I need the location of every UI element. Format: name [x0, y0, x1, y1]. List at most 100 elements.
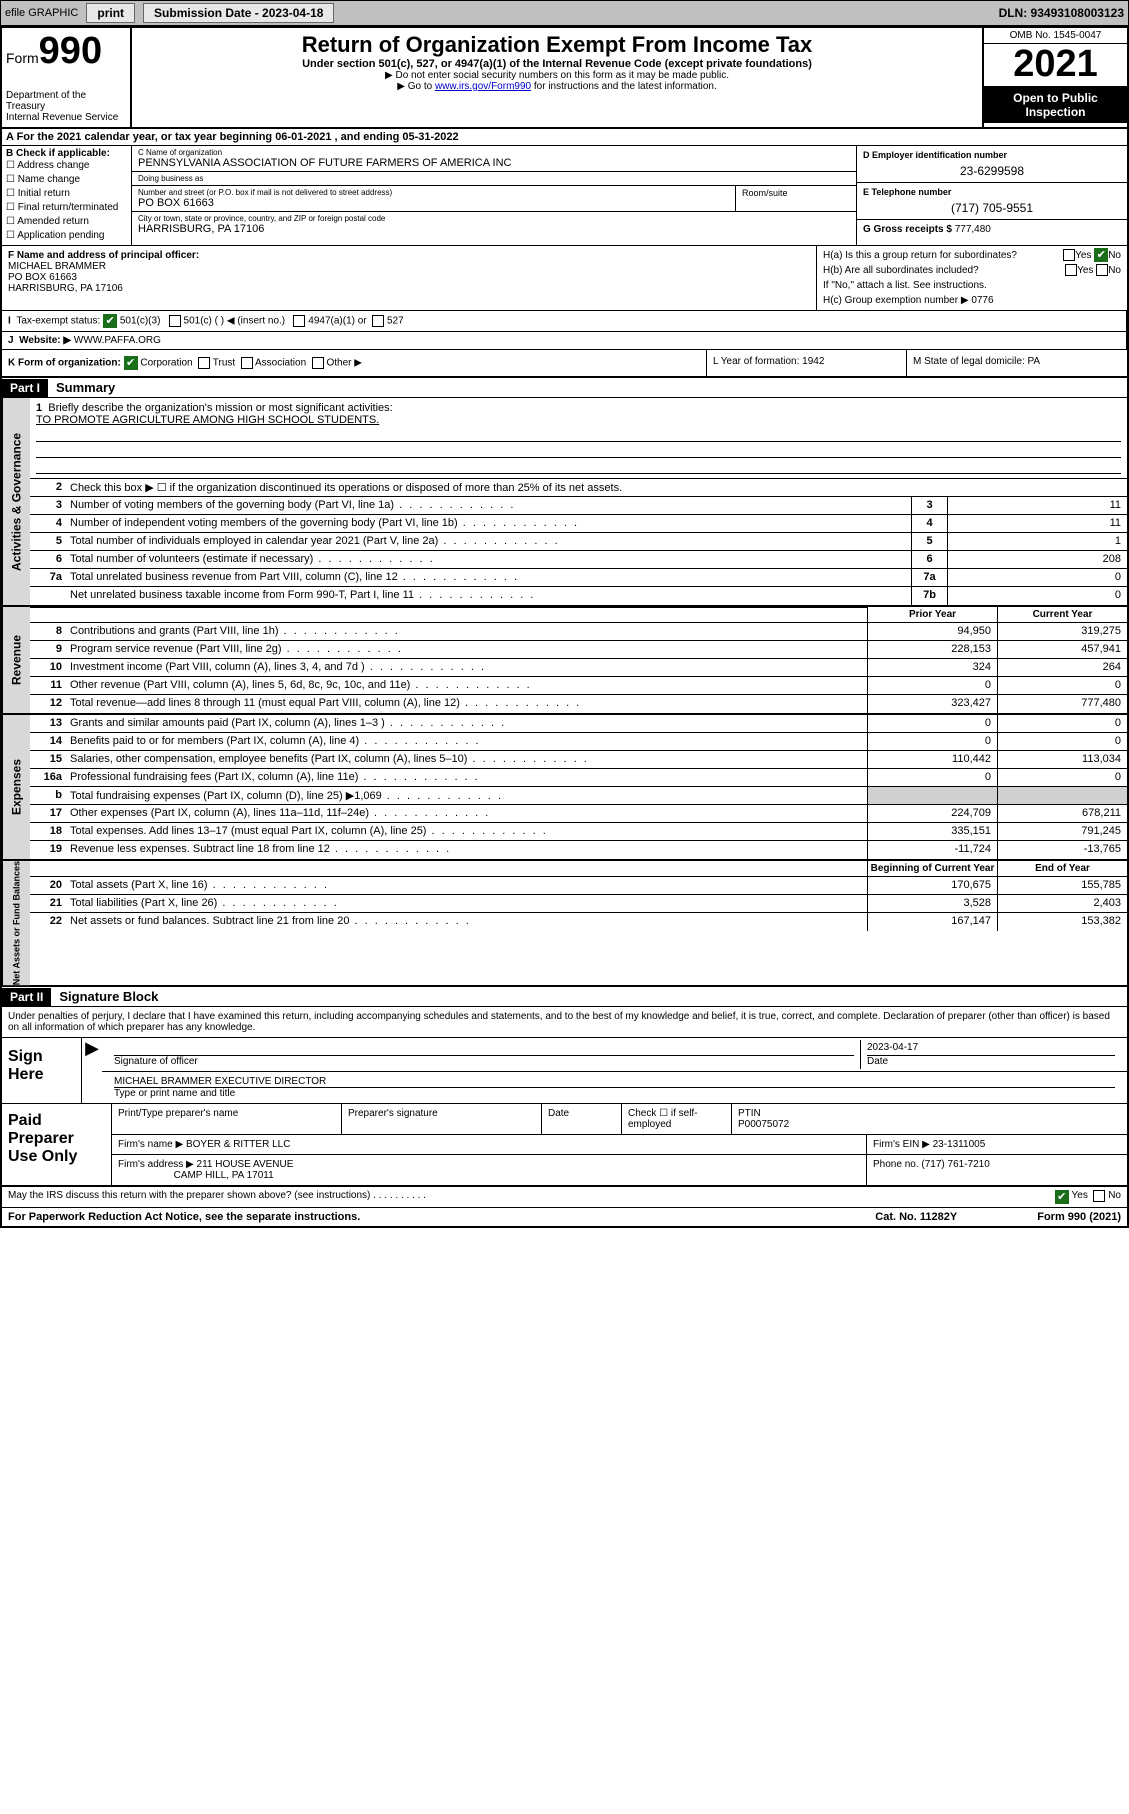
- chk-trust[interactable]: [198, 357, 210, 369]
- cat-no: Cat. No. 11282Y: [875, 1211, 957, 1223]
- box-b: B Check if applicable: Address change Na…: [2, 146, 132, 245]
- hb-note: If "No," attach a list. See instructions…: [823, 278, 1121, 293]
- ha-no-box[interactable]: ✔: [1094, 248, 1108, 262]
- hb-yes: Yes: [1077, 265, 1093, 276]
- city-value: HARRISBURG, PA 17106: [138, 223, 850, 235]
- exp-line-b: bTotal fundraising expenses (Part IX, co…: [30, 787, 1127, 805]
- col-ij: I Tax-exempt status: ✔ 501(c)(3) 501(c) …: [2, 311, 1127, 349]
- net-line-22: 22Net assets or fund balances. Subtract …: [30, 913, 1127, 931]
- part-ii-header: Part II Signature Block: [2, 987, 1127, 1007]
- opt-assoc: Association: [255, 358, 306, 369]
- q2-label: Check this box ▶ ☐ if the organization d…: [66, 479, 1127, 496]
- ha-yes-box[interactable]: [1063, 249, 1075, 261]
- discuss-label: May the IRS discuss this return with the…: [8, 1190, 1055, 1204]
- exp-line-18: 18Total expenses. Add lines 13–17 (must …: [30, 823, 1127, 841]
- firm-name: BOYER & RITTER LLC: [186, 1139, 290, 1150]
- hb-yes-box[interactable]: [1065, 264, 1077, 276]
- rev-line-11: 11Other revenue (Part VIII, column (A), …: [30, 677, 1127, 695]
- section-expenses: Expenses 13Grants and similar amounts pa…: [2, 715, 1127, 861]
- q1-label: Briefly describe the organization's miss…: [48, 402, 392, 414]
- exp-line-16a: 16aProfessional fundraising fees (Part I…: [30, 769, 1127, 787]
- hb-label: H(b) Are all subordinates included?: [823, 265, 979, 276]
- org-name-label: C Name of organization: [138, 148, 850, 157]
- box-h: H(a) Is this a group return for subordin…: [817, 246, 1127, 310]
- omb-number: OMB No. 1545-0047: [984, 28, 1127, 44]
- chk-501c[interactable]: [169, 315, 181, 327]
- website-label: Website: ▶: [19, 335, 71, 346]
- opt-501c3: 501(c)(3): [120, 316, 161, 327]
- sig-officer-label: Signature of officer: [114, 1056, 198, 1067]
- rev-header: Prior Year Current Year: [30, 607, 1127, 623]
- net-header: Beginning of Current Year End of Year: [30, 861, 1127, 877]
- chk-address-change[interactable]: Address change: [6, 159, 127, 173]
- chk-assoc[interactable]: [241, 357, 253, 369]
- discuss-yes-box[interactable]: ✔: [1055, 1190, 1069, 1204]
- officer-name: MICHAEL BRAMMER: [8, 261, 106, 272]
- sig-intro: Under penalties of perjury, I declare th…: [2, 1007, 1127, 1038]
- date-label: Date: [867, 1056, 888, 1067]
- officer-addr1: PO BOX 61663: [8, 272, 77, 283]
- irs-link[interactable]: www.irs.gov/Form990: [435, 81, 531, 92]
- ptin-label: PTIN: [738, 1108, 761, 1119]
- sig-date: 2023-04-17: [867, 1042, 1115, 1056]
- mission-text: TO PROMOTE AGRICULTURE AMONG HIGH SCHOOL…: [36, 414, 379, 426]
- box-b-label: B Check if applicable:: [6, 148, 110, 159]
- phone-value: (717) 705-9551: [863, 197, 1121, 215]
- ptin-value: P00075072: [738, 1119, 789, 1130]
- firm-phone-label: Phone no.: [873, 1159, 919, 1170]
- prep-check[interactable]: Check ☐ if self-employed: [622, 1104, 732, 1134]
- form-number: 990: [39, 30, 102, 72]
- chk-application-pending[interactable]: Application pending: [6, 229, 127, 243]
- firm-addr1: 211 HOUSE AVENUE: [197, 1159, 294, 1170]
- ein-label: D Employer identification number: [863, 150, 1121, 160]
- print-button[interactable]: print: [86, 3, 135, 23]
- paid-preparer-label: Paid Preparer Use Only: [2, 1104, 112, 1185]
- form-subtitle: Under section 501(c), 527, or 4947(a)(1)…: [140, 58, 974, 70]
- discuss-row: May the IRS discuss this return with the…: [2, 1187, 1127, 1208]
- hb-no-box[interactable]: [1096, 264, 1108, 276]
- net-line-20: 20Total assets (Part X, line 16)170,6751…: [30, 877, 1127, 895]
- hb-no: No: [1108, 265, 1121, 276]
- opt-4947: 4947(a)(1) or: [308, 316, 366, 327]
- gov-line-5: 5Total number of individuals employed in…: [30, 533, 1127, 551]
- chk-4947[interactable]: [293, 315, 305, 327]
- rev-line-9: 9Program service revenue (Part VIII, lin…: [30, 641, 1127, 659]
- chk-initial-return[interactable]: Initial return: [6, 187, 127, 201]
- part-ii-title: Signature Block: [51, 987, 166, 1006]
- chk-corp[interactable]: ✔: [124, 356, 138, 370]
- header-center: Return of Organization Exempt From Incom…: [132, 28, 982, 127]
- opt-527: 527: [387, 316, 404, 327]
- submission-date: Submission Date - 2023-04-18: [143, 3, 334, 23]
- rev-line-8: 8Contributions and grants (Part VIII, li…: [30, 623, 1127, 641]
- row-klm: K Form of organization: ✔ Corporation Tr…: [2, 350, 1127, 378]
- chk-amended[interactable]: Amended return: [6, 215, 127, 229]
- chk-name-change[interactable]: Name change: [6, 173, 127, 187]
- firm-name-label: Firm's name ▶: [118, 1139, 183, 1150]
- rev-line-10: 10Investment income (Part VIII, column (…: [30, 659, 1127, 677]
- exp-line-13: 13Grants and similar amounts paid (Part …: [30, 715, 1127, 733]
- discuss-no-box[interactable]: [1093, 1190, 1105, 1202]
- row-ij: I Tax-exempt status: ✔ 501(c)(3) 501(c) …: [2, 311, 1127, 350]
- note2-pre: ▶ Go to: [397, 81, 435, 92]
- exp-line-14: 14Benefits paid to or for members (Part …: [30, 733, 1127, 751]
- gov-line-6: 6Total number of volunteers (estimate if…: [30, 551, 1127, 569]
- hc-label: H(c) Group exemption number ▶: [823, 295, 969, 306]
- form-header: Form990 Department of the Treasury Inter…: [2, 28, 1127, 129]
- chk-other[interactable]: [312, 357, 324, 369]
- section-net-assets: Net Assets or Fund Balances Beginning of…: [2, 861, 1127, 987]
- gov-line-7b: Net unrelated business taxable income fr…: [30, 587, 1127, 605]
- box-k: K Form of organization: ✔ Corporation Tr…: [2, 350, 707, 376]
- box-l: L Year of formation: 1942: [707, 350, 907, 376]
- dba-label: Doing business as: [138, 174, 850, 183]
- opt-501c: 501(c) ( ) ◀ (insert no.): [184, 316, 286, 327]
- chk-527[interactable]: [372, 315, 384, 327]
- gov-line-4: 4Number of independent voting members of…: [30, 515, 1127, 533]
- box-c: C Name of organization PENNSYLVANIA ASSO…: [132, 146, 857, 245]
- header-right: OMB No. 1545-0047 2021 Open to Public In…: [982, 28, 1127, 127]
- officer-label: F Name and address of principal officer:: [8, 250, 199, 261]
- chk-final-return[interactable]: Final return/terminated: [6, 201, 127, 215]
- chk-501c3[interactable]: ✔: [103, 314, 117, 328]
- paid-preparer-row: Paid Preparer Use Only Print/Type prepar…: [2, 1104, 1127, 1187]
- tax-status-label: Tax-exempt status:: [16, 316, 100, 327]
- hdr-begin: Beginning of Current Year: [867, 861, 997, 876]
